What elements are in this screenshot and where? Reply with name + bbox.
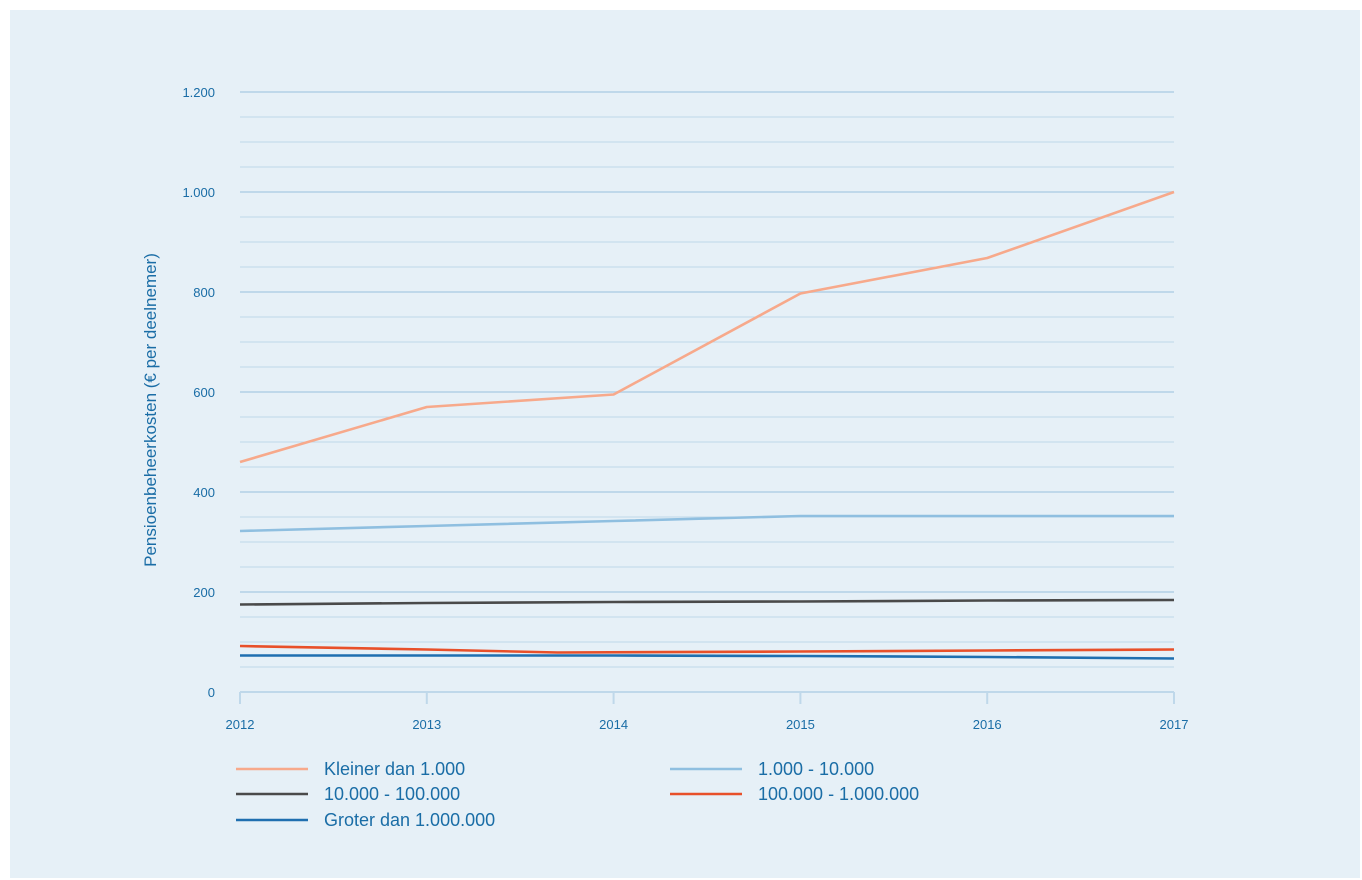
legend: Kleiner dan 1.000 1.000 - 10.000 10.000 - … xyxy=(236,759,919,830)
y-ticks: 0 200 400 600 800 1.000 1.200 xyxy=(182,85,215,700)
line-chart: 0 200 400 600 800 1.000 1.200 2012 2013 2014 2015… xyxy=(141,85,1189,830)
series-line xyxy=(239,190,1175,464)
legend-label: Groter dan 1.000.000 xyxy=(324,810,495,830)
x-tick-label: 2014 xyxy=(599,717,628,732)
series-lines xyxy=(239,190,1175,660)
series-line xyxy=(240,654,1175,660)
x-ticks: 2012 2013 2014 2015 2016 2017 xyxy=(226,717,1189,732)
legend-label: 100.000 - 1.000.000 xyxy=(758,784,919,804)
x-tick-label: 2016 xyxy=(973,717,1002,732)
y-tick-label: 0 xyxy=(208,685,215,700)
x-tick-label: 2017 xyxy=(1160,717,1189,732)
series-line xyxy=(239,644,1175,654)
axes xyxy=(239,691,1175,704)
y-tick-label: 1.000 xyxy=(182,185,215,200)
legend-label: 1.000 - 10.000 xyxy=(758,759,874,779)
legend-label: Kleiner dan 1.000 xyxy=(324,759,465,779)
y-axis-label: Pensioenbeheerkosten (€ per deelnemer) xyxy=(141,253,160,567)
x-tick-label: 2015 xyxy=(786,717,815,732)
x-tick-label: 2012 xyxy=(226,717,255,732)
series-line xyxy=(239,598,1175,606)
y-tick-label: 600 xyxy=(193,385,215,400)
series-line xyxy=(239,514,1174,533)
chart-panel: 0 200 400 600 800 1.000 1.200 2012 2013 2014 2015… xyxy=(10,10,1360,878)
y-tick-label: 200 xyxy=(193,585,215,600)
y-tick-label: 800 xyxy=(193,285,215,300)
y-tick-label: 400 xyxy=(193,485,215,500)
grid xyxy=(240,91,1174,668)
x-tick-label: 2013 xyxy=(412,717,441,732)
y-tick-label: 1.200 xyxy=(182,85,215,100)
legend-label: 10.000 - 100.000 xyxy=(324,784,460,804)
